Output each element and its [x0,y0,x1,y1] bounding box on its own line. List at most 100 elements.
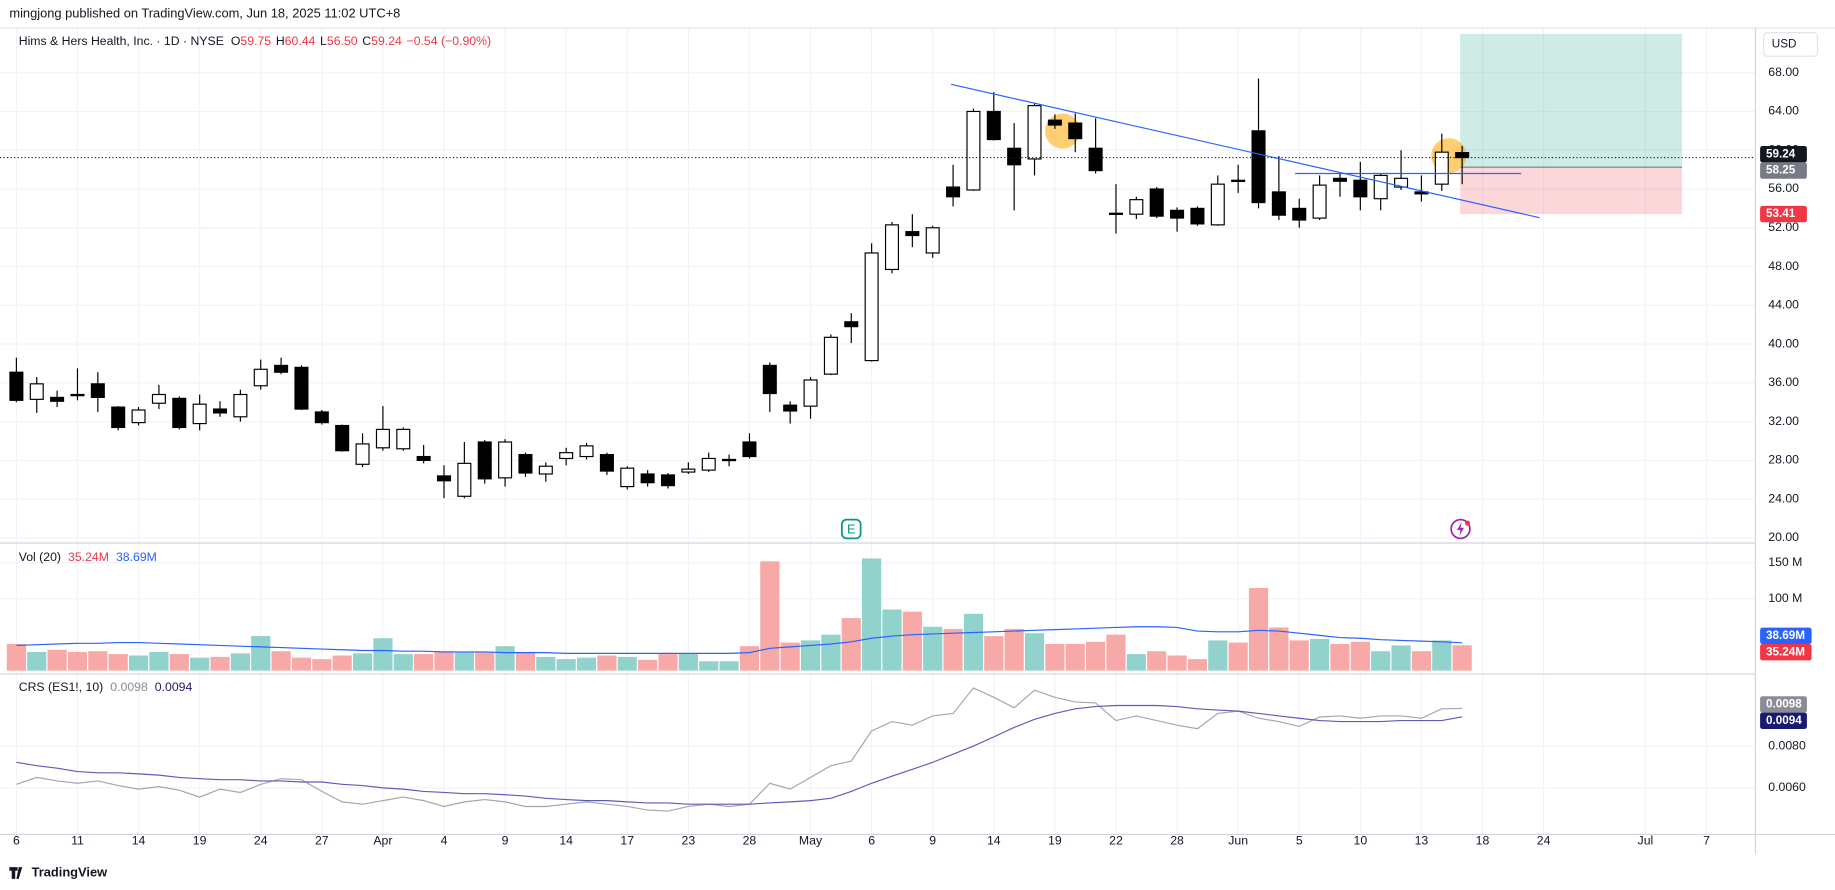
volume-bar [128,655,149,671]
volume-bar [1391,645,1411,671]
volume-bar [556,659,576,671]
volume-bar [719,661,739,671]
volume-bar [1269,627,1289,671]
news-icon-ring [1450,518,1471,540]
x-tick-label: 7 [1703,834,1710,848]
candle-body [1271,191,1286,216]
price-tag-label: 53.41 [1766,207,1796,220]
candle-body [599,454,614,472]
y-tick-label: 32.00 [1768,414,1799,428]
candle-body [1170,209,1185,219]
target-zone [1460,33,1683,168]
candle-body [844,321,859,328]
price-tag-label: 0.0094 [1766,714,1802,727]
candle-body [1007,147,1022,166]
volume-bar [841,618,861,671]
candle-body [396,428,411,450]
y-tick-label: 44.00 [1768,298,1799,312]
x-tick-label: 11 [71,834,84,848]
candle-body [1231,179,1246,183]
candle-body [151,393,166,404]
candle-body [131,409,146,424]
volume-bar [536,656,556,671]
volume-bar [312,659,332,671]
candle-body [1353,179,1368,198]
candle-body [1149,188,1164,217]
volume-bar [454,651,474,671]
crs-legend: CRS (ES1!, 10) 0.0098 0.0094 [19,680,193,694]
volume-bar [230,653,250,671]
volume-bar [821,634,841,671]
volume-bar [1452,645,1472,671]
volume-bar [434,651,454,671]
ohlc-value: 59.24 [371,34,402,48]
volume-bar [1187,659,1208,671]
candle-body [274,364,289,373]
candle-body [742,441,757,458]
candle-body [1210,183,1225,226]
price-tag [1760,712,1807,729]
x-tick-label: 19 [1048,834,1062,848]
symbol-legend: Hims & Hers Health, Inc. · 1D · NYSE O59.… [19,34,491,48]
x-tick-label: May [799,834,823,848]
volume-bar [638,659,658,671]
candle-body [864,252,879,362]
x-tick-label: 24 [1537,834,1551,848]
volume-bar [27,651,47,671]
candle-body [660,474,676,487]
x-tick-label: 28 [743,834,757,848]
volume-bar [943,628,963,671]
volume-bar [1350,641,1370,671]
y-tick-label: 64.00 [1768,104,1799,118]
candle-body [783,404,798,412]
candle-body [701,457,716,471]
candle-body [1434,151,1449,185]
volume-bar [271,651,291,671]
volume-bar [597,655,617,671]
x-tick-label: 14 [132,834,146,848]
ohlc-value: 60.44 [285,34,316,48]
candle-body [620,467,635,488]
news-icon-bolt [1456,521,1465,536]
candle-body [681,468,696,473]
volume-bar [1289,640,1309,671]
candle-body [579,445,594,458]
price-tag [1760,162,1807,179]
ohlc-key: C [362,34,371,48]
x-tick-label: 10 [1354,834,1368,848]
volume-bar [1065,644,1085,671]
x-tick-label: 24 [254,834,268,848]
candle-body [884,224,900,271]
candle-body [335,424,350,452]
crs-line [16,704,1463,805]
volume-bar [352,653,373,671]
candle-body [722,458,737,462]
candle-body [559,452,574,460]
y-tick-label: 56.00 [1768,181,1799,195]
candle-body [70,393,85,397]
volume-bar [902,611,922,671]
volume-bar [251,636,271,671]
candle-body [538,465,553,475]
candle-body [498,441,513,479]
candle-body [925,227,940,254]
change: −0.54 (−0.90%) [407,34,492,48]
candle-body [1455,152,1470,159]
volume-bar [210,656,230,671]
news-icon [1450,518,1471,540]
ohlc-value: 59.75 [240,34,271,48]
x-tick-label: 18 [1476,834,1490,848]
ohlc-key: O [231,34,241,48]
candle-body [803,379,818,407]
volume-bar [1310,638,1330,671]
x-tick-label: 9 [929,834,936,848]
x-tick-label: 5 [1296,834,1303,848]
price-tag-label: 0.0098 [1766,697,1802,710]
candle-body [294,366,309,410]
volume-bar [1371,651,1391,671]
candle-body [477,441,492,480]
earnings-label: E [847,522,856,537]
volume-bar [1106,634,1126,671]
volume-bar [984,636,1004,671]
